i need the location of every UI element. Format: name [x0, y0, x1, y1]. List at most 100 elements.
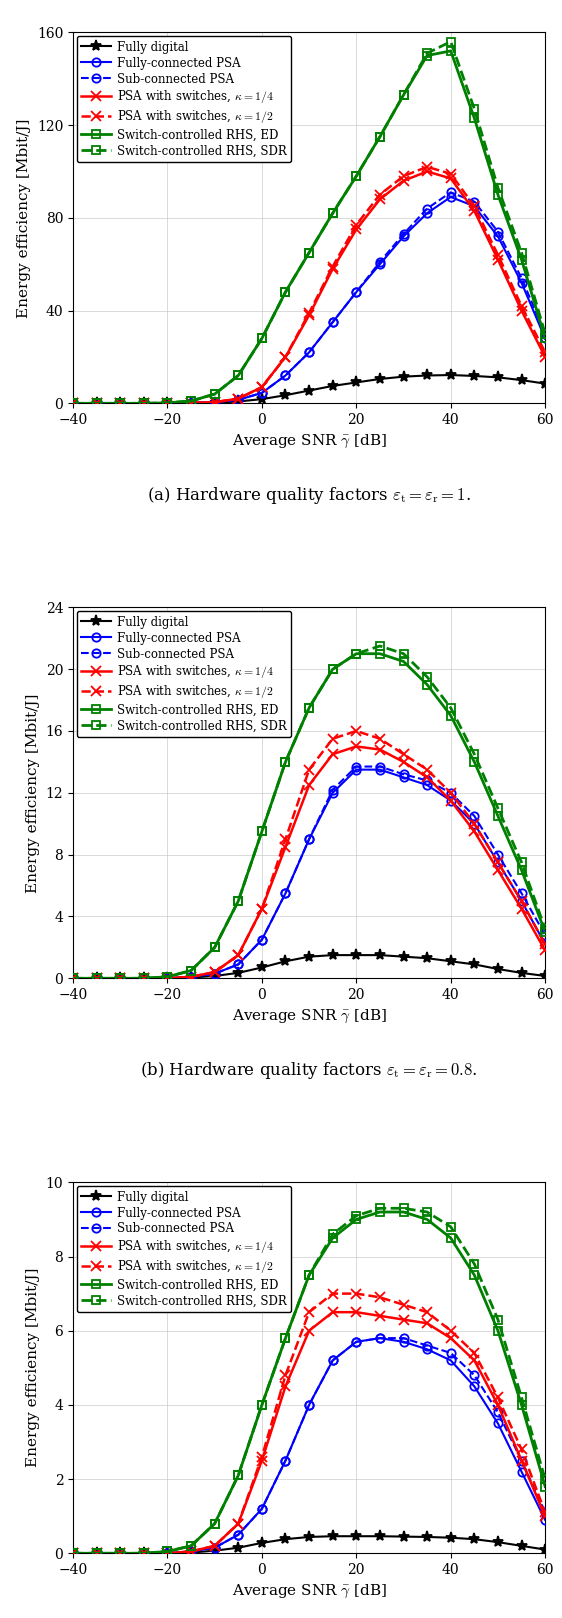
Switch-controlled RHS, SDR: [259, 822, 265, 841]
Switch-controlled RHS, ED: [329, 660, 336, 680]
Switch-controlled RHS, SDR: [140, 969, 147, 989]
Fully-connected PSA: [259, 383, 265, 403]
Switch-controlled RHS, SDR: [70, 969, 76, 989]
PSA with switches, $\kappa = 1/2$: [306, 1302, 312, 1322]
Fully digital: [400, 947, 407, 966]
Switch-controlled RHS, SDR: [164, 968, 171, 987]
PSA with switches, $\kappa = 1/4$: [306, 306, 312, 325]
PSA with switches, $\kappa = 1/4$: [400, 1311, 407, 1330]
Fully digital: [377, 1526, 383, 1545]
PSA with switches, $\kappa = 1/2$: [211, 393, 218, 413]
Fully digital: [259, 958, 265, 977]
Fully digital: [471, 1529, 478, 1548]
Switch-controlled RHS, ED: [70, 393, 76, 413]
PSA with switches, $\kappa = 1/2$: [447, 163, 454, 183]
Fully-connected PSA: [471, 814, 478, 833]
PSA with switches, $\kappa = 1/4$: [542, 348, 549, 367]
Fully-connected PSA: [542, 328, 549, 348]
Switch-controlled RHS, ED: [447, 40, 454, 60]
Switch-controlled RHS, ED: [495, 806, 501, 825]
Fully digital: [235, 963, 242, 982]
Switch-controlled RHS, SDR: [282, 1328, 289, 1348]
Switch-controlled RHS, ED: [117, 969, 124, 989]
PSA with switches, $\kappa = 1/4$: [353, 1302, 360, 1322]
Sub-connected PSA: [70, 393, 76, 413]
Switch-controlled RHS, ED: [400, 1202, 407, 1222]
Switch-controlled RHS, SDR: [306, 243, 312, 262]
Switch-controlled RHS, ED: [542, 328, 549, 348]
Switch-controlled RHS, ED: [259, 328, 265, 348]
Fully digital: [259, 390, 265, 409]
PSA with switches, $\kappa = 1/4$: [329, 259, 336, 278]
Line: Switch-controlled RHS, ED: Switch-controlled RHS, ED: [69, 1207, 549, 1558]
PSA with switches, $\kappa = 1/4$: [70, 393, 76, 413]
Fully-connected PSA: [377, 760, 383, 780]
Fully digital: [188, 393, 194, 413]
PSA with switches, $\kappa = 1/2$: [400, 167, 407, 186]
Fully-connected PSA: [282, 366, 289, 385]
Line: PSA with switches, $\kappa = 1/4$: PSA with switches, $\kappa = 1/4$: [68, 741, 550, 984]
Fully-connected PSA: [211, 393, 218, 413]
PSA with switches, $\kappa = 1/4$: [117, 393, 124, 413]
Fully digital: [306, 380, 312, 400]
PSA with switches, $\kappa = 1/2$: [471, 1343, 478, 1362]
Fully-connected PSA: [235, 390, 242, 409]
PSA with switches, $\kappa = 1/2$: [117, 393, 124, 413]
Fully digital: [140, 393, 147, 413]
Switch-controlled RHS, ED: [93, 393, 100, 413]
Legend: Fully digital, Fully-connected PSA, Sub-connected PSA, PSA with switches, $\kapp: Fully digital, Fully-connected PSA, Sub-…: [76, 1186, 291, 1312]
Switch-controlled RHS, ED: [188, 1535, 194, 1555]
Fully digital: [235, 392, 242, 411]
PSA with switches, $\kappa = 1/4$: [377, 739, 383, 759]
Switch-controlled RHS, SDR: [211, 1514, 218, 1534]
Sub-connected PSA: [353, 1332, 360, 1351]
PSA with switches, $\kappa = 1/4$: [93, 969, 100, 989]
Fully-connected PSA: [542, 935, 549, 955]
Switch-controlled RHS, ED: [495, 1320, 501, 1340]
Switch-controlled RHS, ED: [93, 1544, 100, 1563]
PSA with switches, $\kappa = 1/4$: [518, 301, 525, 320]
Sub-connected PSA: [70, 1544, 76, 1563]
PSA with switches, $\kappa = 1/4$: [117, 1544, 124, 1563]
PSA with switches, $\kappa = 1/2$: [471, 196, 478, 215]
Fully digital: [329, 945, 336, 964]
Switch-controlled RHS, SDR: [93, 1544, 100, 1563]
Switch-controlled RHS, ED: [211, 1514, 218, 1534]
PSA with switches, $\kappa = 1/4$: [259, 1451, 265, 1471]
Sub-connected PSA: [235, 955, 242, 974]
Sub-connected PSA: [518, 883, 525, 903]
Switch-controlled RHS, ED: [518, 249, 525, 269]
Fully digital: [542, 1540, 549, 1560]
Fully-connected PSA: [164, 1544, 171, 1563]
Fully-connected PSA: [471, 196, 478, 215]
Switch-controlled RHS, ED: [259, 1395, 265, 1414]
Switch-controlled RHS, ED: [329, 204, 336, 223]
Fully-connected PSA: [140, 393, 147, 413]
Switch-controlled RHS, ED: [117, 393, 124, 413]
PSA with switches, $\kappa = 1/4$: [447, 1328, 454, 1348]
Switch-controlled RHS, SDR: [188, 961, 194, 981]
PSA with switches, $\kappa = 1/4$: [424, 162, 430, 181]
Fully digital: [542, 374, 549, 393]
Sub-connected PSA: [495, 222, 501, 241]
Fully-connected PSA: [306, 1395, 312, 1414]
Switch-controlled RHS, SDR: [424, 1202, 430, 1222]
Fully-connected PSA: [188, 968, 194, 987]
Sub-connected PSA: [235, 390, 242, 409]
PSA with switches, $\kappa = 1/2$: [495, 246, 501, 265]
PSA with switches, $\kappa = 1/2$: [377, 1288, 383, 1307]
Sub-connected PSA: [306, 830, 312, 849]
PSA with switches, $\kappa = 1/4$: [447, 791, 454, 811]
Fully digital: [424, 948, 430, 968]
Sub-connected PSA: [140, 393, 147, 413]
Switch-controlled RHS, SDR: [211, 385, 218, 404]
Fully digital: [353, 1526, 360, 1545]
Fully-connected PSA: [164, 969, 171, 989]
Sub-connected PSA: [424, 199, 430, 218]
Switch-controlled RHS, SDR: [140, 1544, 147, 1563]
Fully digital: [471, 955, 478, 974]
Switch-controlled RHS, SDR: [117, 1544, 124, 1563]
Fully-connected PSA: [495, 227, 501, 246]
PSA with switches, $\kappa = 1/2$: [164, 969, 171, 989]
Fully digital: [117, 393, 124, 413]
